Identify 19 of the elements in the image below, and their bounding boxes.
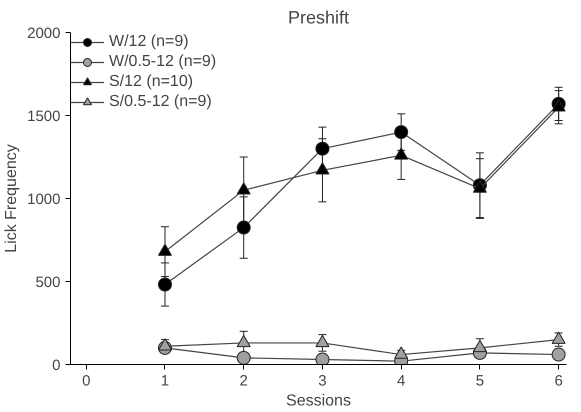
y-tick-label: 500 (35, 274, 61, 291)
x-tick-label: 0 (82, 372, 90, 390)
legend-label: S/0.5-12 (n=9) (109, 93, 212, 111)
legend-label: S/12 (n=10) (109, 73, 194, 91)
chart-title: Preshift (288, 8, 350, 28)
y-tick-label: 0 (52, 357, 60, 374)
legend-label: W/0.5-12 (n=9) (109, 53, 216, 71)
x-tick-label: 6 (554, 372, 563, 390)
y-tick-label: 1500 (27, 108, 61, 125)
x-axis-title: Sessions (286, 392, 351, 410)
x-tick-label: 2 (240, 372, 248, 390)
x-tick-label: 1 (160, 372, 170, 390)
y-tick-label: 2000 (27, 25, 61, 42)
y-tick-label: 1000 (27, 191, 61, 208)
y-axis-title: Lick Frequency (3, 144, 20, 253)
x-tick-label: 5 (476, 372, 484, 390)
x-tick-label: 4 (396, 372, 406, 390)
legend-label: W/12 (n=9) (109, 33, 189, 51)
x-tick-label: 3 (318, 372, 327, 390)
